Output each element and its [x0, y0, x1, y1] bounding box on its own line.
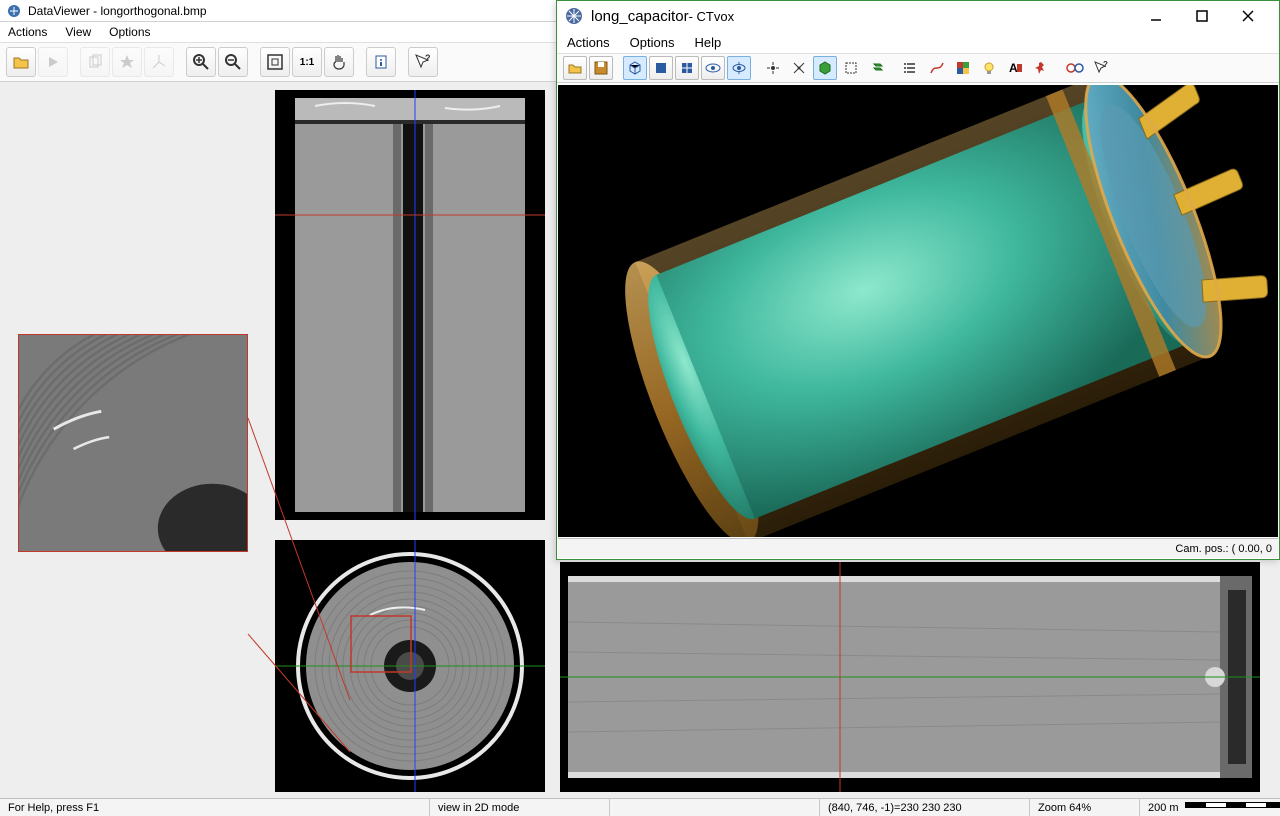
cv-palette-button[interactable]	[951, 56, 975, 80]
cv-pin-button[interactable]	[1029, 56, 1053, 80]
svg-text:?: ?	[1103, 60, 1108, 69]
status-zoom: Zoom 64%	[1030, 799, 1140, 816]
dataviewer-statusbar: For Help, press F1 view in 2D mode (840,…	[0, 798, 1280, 816]
cv-clip-cube-button[interactable]	[813, 56, 837, 80]
star-button[interactable]	[112, 47, 142, 77]
ctvox-window: long_capacitor - CTvox Actions Options H…	[556, 0, 1280, 560]
cv-stereo-button[interactable]	[1063, 56, 1087, 80]
dataviewer-app-icon	[6, 3, 22, 19]
dataviewer-title-text: DataViewer - longorthogonal.bmp	[28, 4, 207, 18]
ctvox-title-main: long_capacitor	[591, 8, 689, 25]
cv-snap-center-button[interactable]	[761, 56, 785, 80]
cv-clip-box-button[interactable]	[839, 56, 863, 80]
one-to-one-button[interactable]: 1:1	[292, 47, 322, 77]
ctvox-menu-actions[interactable]: Actions	[567, 35, 610, 50]
pan-button[interactable]	[324, 47, 354, 77]
ctvox-menubar: Actions Options Help	[557, 31, 1279, 53]
info-button[interactable]	[366, 47, 396, 77]
cv-whats-this-button[interactable]: ?	[1089, 56, 1113, 80]
axes-3d-button[interactable]	[144, 47, 174, 77]
svg-text:?: ?	[425, 53, 431, 63]
ctvox-title-suffix: - CTvox	[689, 9, 735, 24]
scale-bar	[1185, 802, 1280, 814]
cv-box-button[interactable]	[649, 56, 673, 80]
cv-clip-stack-button[interactable]	[865, 56, 889, 80]
cv-light-button[interactable]	[977, 56, 1001, 80]
svg-text:A: A	[1009, 61, 1018, 75]
fit-window-button[interactable]	[260, 47, 290, 77]
status-view-mode: view in 2D mode	[430, 799, 610, 816]
copy-button[interactable]	[80, 47, 110, 77]
zoom-in-button[interactable]	[186, 47, 216, 77]
sagittal-view[interactable]	[560, 562, 1260, 792]
menu-view[interactable]: View	[65, 25, 91, 39]
menu-actions[interactable]: Actions	[8, 25, 47, 39]
cv-text-color-button[interactable]: A	[1003, 56, 1027, 80]
coronal-view[interactable]	[275, 90, 545, 520]
ctvox-menu-help[interactable]: Help	[694, 35, 721, 50]
status-coordinates: (840, 746, -1)=230 230 230	[820, 799, 1030, 816]
whats-this-button[interactable]: ?	[408, 47, 438, 77]
cv-snap-corner-button[interactable]	[787, 56, 811, 80]
cv-save-button[interactable]	[589, 56, 613, 80]
ctvox-statusbar: Cam. pos.: ( 0.00, 0	[558, 538, 1278, 558]
ctvox-toolbar: A ?	[557, 53, 1279, 83]
maximize-button[interactable]	[1179, 1, 1225, 31]
cv-curve-button[interactable]	[925, 56, 949, 80]
cv-list-button[interactable]	[899, 56, 923, 80]
cv-eye-button[interactable]	[701, 56, 725, 80]
cv-open-button[interactable]	[563, 56, 587, 80]
ctvox-menu-options[interactable]: Options	[630, 35, 675, 50]
zoom-inset	[18, 334, 248, 552]
cv-cube-button[interactable]	[623, 56, 647, 80]
menu-options[interactable]: Options	[109, 25, 150, 39]
ctvox-3d-viewport[interactable]	[558, 85, 1278, 537]
zoom-out-button[interactable]	[218, 47, 248, 77]
ctvox-titlebar: long_capacitor - CTvox	[557, 1, 1279, 31]
status-scale-label: 200 m	[1148, 802, 1179, 814]
cv-eye-target-button[interactable]	[727, 56, 751, 80]
open-file-button[interactable]	[6, 47, 36, 77]
close-button[interactable]	[1225, 1, 1271, 31]
play-button[interactable]	[38, 47, 68, 77]
status-help-text: For Help, press F1	[0, 799, 430, 816]
minimize-button[interactable]	[1133, 1, 1179, 31]
ctvox-camera-position: Cam. pos.: ( 0.00, 0	[1175, 543, 1272, 555]
axial-view[interactable]	[275, 540, 545, 792]
ctvox-app-icon	[565, 7, 583, 25]
cv-grid-button[interactable]	[675, 56, 699, 80]
